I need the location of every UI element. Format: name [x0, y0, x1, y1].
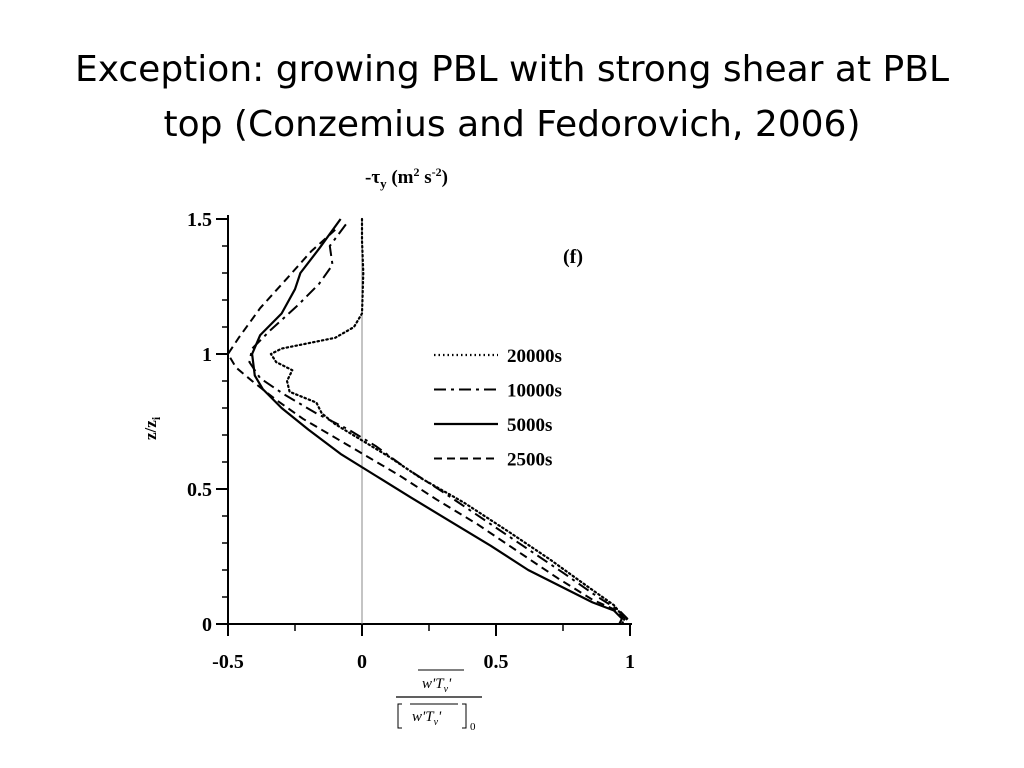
series-line-20000s	[269, 217, 626, 626]
y-axis-label: z/zi	[141, 416, 163, 440]
svg-text:z/zi: z/zi	[141, 416, 163, 440]
series-line-5000s	[251, 218, 624, 625]
axes: 00.511.5-0.5 0 0.5 1	[187, 209, 635, 673]
x-tick-label: 0	[357, 651, 367, 673]
y-tick-label: 0	[202, 614, 212, 636]
panel-label: (f)	[563, 246, 583, 268]
legend-label-2500s: 2500s	[507, 450, 552, 471]
top-axis-label: -τy (m2 s-2)	[365, 165, 448, 191]
legend-label-5000s: 5000s	[507, 415, 552, 436]
svg-text:0: 0	[470, 721, 476, 733]
slide-title: Exception: growing PBL with strong shear…	[40, 42, 984, 152]
series-lines	[227, 217, 629, 626]
x-tick-label: -0.5	[212, 651, 244, 673]
svg-text:w'Tv': w'Tv'	[422, 676, 452, 695]
x-tick-label: 1	[625, 651, 635, 673]
slide-title-line-1: Exception: growing PBL with strong shear…	[74, 49, 950, 90]
legend-label-10000s: 10000s	[507, 381, 562, 402]
y-tick-label: 1.5	[187, 209, 212, 231]
legend-label-20000s: 20000s	[507, 346, 562, 367]
slide-title-line-2: top (Conzemius and Fedorovich, 2006)	[163, 104, 861, 145]
y-tick-label: 0.5	[187, 479, 212, 501]
x-axis-label: w'Tv' w'Tv' 0	[396, 669, 482, 733]
series-line-2500s	[227, 229, 626, 625]
series-line-10000s	[248, 223, 629, 625]
x-tick-label: 0.5	[484, 651, 509, 673]
svg-text:w'Tv': w'Tv'	[412, 709, 442, 728]
y-tick-label: 1	[202, 344, 212, 366]
legend: 20000s 10000s 5000s 2500s	[434, 346, 562, 471]
